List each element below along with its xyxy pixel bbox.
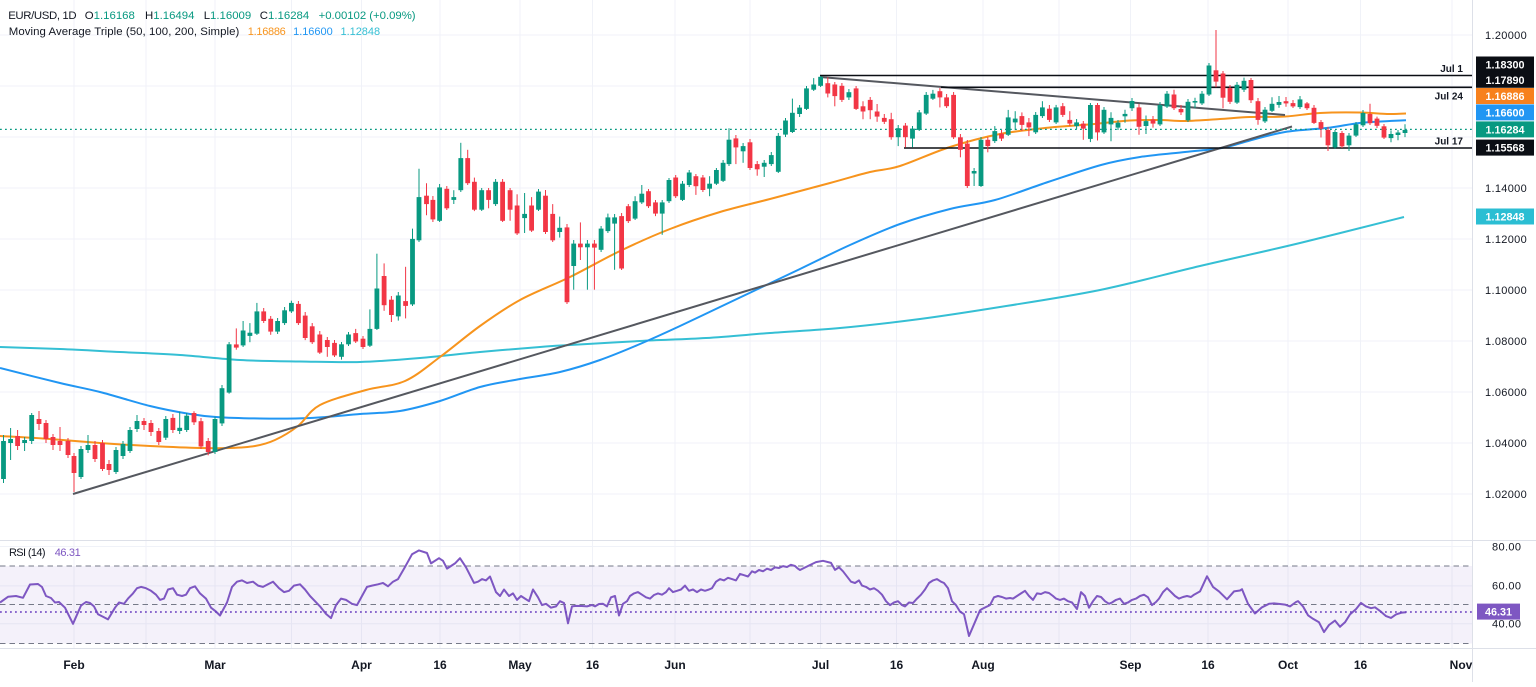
svg-text:16: 16 (433, 658, 447, 672)
svg-text:+0.00102 (+0.09%): +0.00102 (+0.09%) (319, 10, 416, 22)
svg-text:1.18300: 1.18300 (1485, 60, 1524, 72)
svg-text:L1.16009: L1.16009 (204, 10, 252, 22)
svg-text:16: 16 (1201, 658, 1215, 672)
svg-text:C1.16284: C1.16284 (260, 10, 309, 22)
svg-text:1.16284: 1.16284 (1485, 124, 1524, 136)
svg-text:1.15568: 1.15568 (1485, 143, 1524, 155)
svg-text:Apr: Apr (351, 658, 372, 672)
svg-text:Oct: Oct (1278, 658, 1298, 672)
svg-text:1.16886: 1.16886 (248, 26, 286, 38)
svg-text:1.16600: 1.16600 (293, 26, 333, 38)
svg-text:80.00: 80.00 (1492, 541, 1521, 553)
svg-text:Aug: Aug (971, 658, 994, 672)
svg-text:Jun: Jun (664, 658, 685, 672)
svg-text:Jul 1: Jul 1 (1440, 64, 1463, 75)
svg-text:1.16886: 1.16886 (1485, 91, 1524, 103)
svg-text:1.16600: 1.16600 (1485, 107, 1524, 119)
svg-text:Nov: Nov (1450, 658, 1473, 672)
svg-text:RSI (14): RSI (14) (9, 547, 46, 559)
svg-text:EUR/USD, 1D: EUR/USD, 1D (8, 10, 76, 22)
svg-text:May: May (508, 658, 532, 672)
svg-text:1.14000: 1.14000 (1485, 183, 1527, 195)
svg-text:1.12848: 1.12848 (1485, 212, 1524, 224)
svg-text:1.12848: 1.12848 (341, 26, 381, 38)
svg-text:Feb: Feb (63, 658, 84, 672)
svg-text:1.04000: 1.04000 (1485, 438, 1527, 450)
svg-text:Moving Average Triple (50, 100: Moving Average Triple (50, 100, 200, Sim… (9, 26, 240, 38)
svg-text:H1.16494: H1.16494 (145, 10, 194, 22)
svg-text:16: 16 (1354, 658, 1368, 672)
svg-text:O1.16168: O1.16168 (85, 10, 135, 22)
svg-text:46.31: 46.31 (55, 547, 81, 559)
svg-text:1.10000: 1.10000 (1485, 285, 1527, 297)
svg-text:60.00: 60.00 (1492, 581, 1521, 593)
svg-text:46.31: 46.31 (1485, 607, 1512, 619)
svg-text:Jul 24: Jul 24 (1435, 92, 1464, 103)
svg-text:1.20000: 1.20000 (1485, 30, 1527, 42)
svg-text:40.00: 40.00 (1492, 619, 1521, 631)
svg-text:1.12000: 1.12000 (1485, 234, 1527, 246)
svg-text:1.02000: 1.02000 (1485, 489, 1527, 501)
svg-text:1.17890: 1.17890 (1485, 75, 1524, 87)
svg-text:Jul 17: Jul 17 (1435, 137, 1464, 148)
svg-text:Sep: Sep (1119, 658, 1141, 672)
svg-text:Jul: Jul (812, 658, 829, 672)
svg-text:1.06000: 1.06000 (1485, 387, 1527, 399)
svg-text:16: 16 (586, 658, 600, 672)
svg-text:Mar: Mar (204, 658, 226, 672)
svg-text:16: 16 (890, 658, 904, 672)
svg-text:1.08000: 1.08000 (1485, 336, 1527, 348)
